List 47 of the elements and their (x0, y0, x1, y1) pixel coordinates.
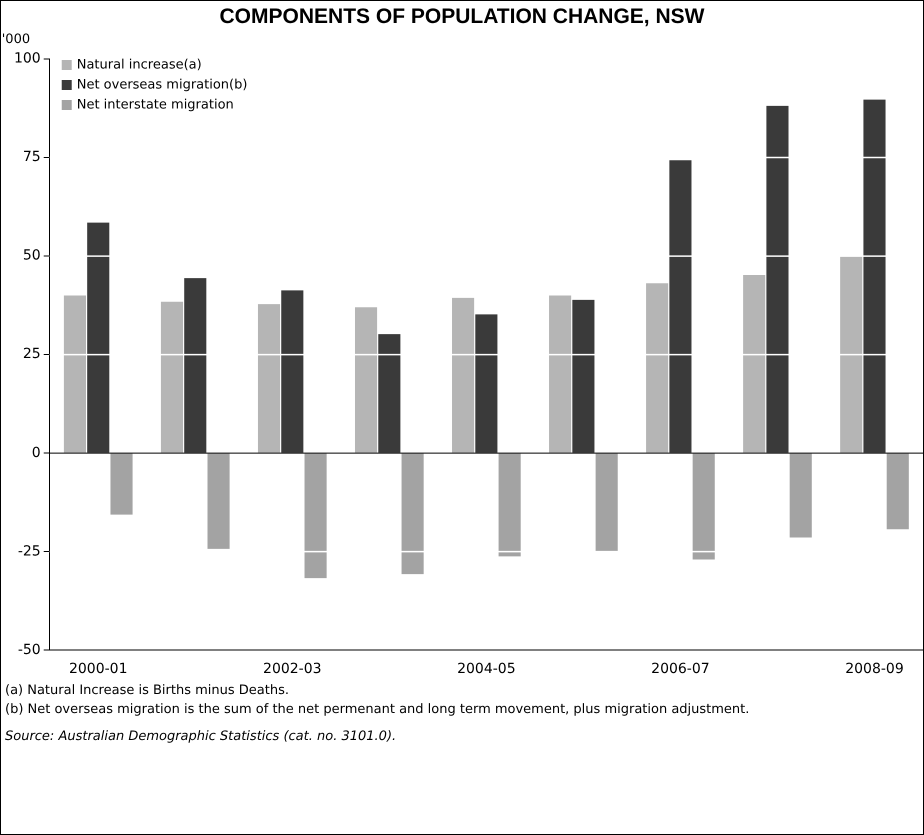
bar (475, 314, 498, 453)
bar (354, 307, 378, 453)
bar (184, 278, 206, 453)
chart-title: COMPONENTS OF POPULATION CHANGE, NSW (218, 5, 706, 30)
y-tick-label: 0 (32, 444, 41, 461)
bar (840, 256, 862, 453)
x-tick-label: 2008-09 (845, 661, 904, 678)
source-note: Source: Australian Demographic Statistics (cat. no. 3101.0). (5, 728, 398, 746)
bar (258, 304, 280, 453)
x-tick-label: 2000-01 (68, 661, 128, 678)
bar (378, 334, 400, 453)
bar (207, 454, 230, 549)
y-axis-title: '000 (2, 32, 30, 47)
x-tick-label: 2002-03 (263, 661, 322, 678)
bar (596, 454, 618, 552)
x-tick-label: 2004-05 (457, 661, 516, 678)
x-tick-label: 2006-07 (651, 661, 710, 678)
bar (549, 295, 572, 453)
bar (790, 454, 812, 538)
bar (766, 106, 789, 453)
y-tick-label: -25 (18, 543, 41, 560)
text: (b) Net overseas migration is the sum of the net permenant and long term movement, plus migration adjustment. (5, 701, 750, 719)
bar (743, 274, 766, 453)
bar (886, 454, 909, 530)
bar (160, 302, 184, 453)
bar (64, 295, 86, 453)
bar (646, 283, 668, 453)
bar (87, 222, 110, 453)
y-tick-label: 50 (22, 248, 41, 264)
bar (281, 290, 304, 453)
bar (110, 454, 133, 515)
legend-label: Net interstate migration (76, 97, 234, 112)
text: (a) Natural Increase is Births minus Deaths. (5, 682, 290, 700)
bar (692, 454, 715, 560)
y-tick-label: 75 (22, 149, 41, 166)
bar (498, 454, 521, 556)
bar (863, 100, 886, 453)
bar (669, 160, 692, 453)
y-tick-label: -50 (18, 642, 41, 658)
legend-label: Net overseas migration(b) (76, 77, 248, 92)
y-tick-label: 100 (14, 50, 41, 67)
bar (452, 298, 474, 453)
bar (572, 300, 594, 453)
bar (402, 454, 424, 574)
y-tick-label: 25 (22, 346, 41, 362)
bar (304, 454, 327, 578)
legend-label: Natural increase(a) (76, 57, 202, 72)
